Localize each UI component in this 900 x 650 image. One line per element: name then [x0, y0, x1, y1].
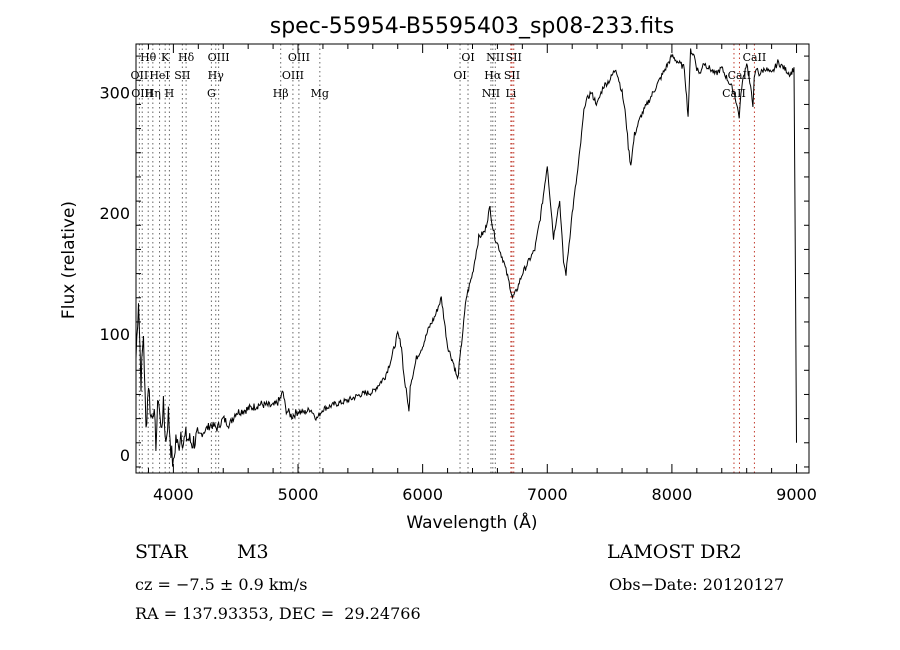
x-axis-label: Wavelength (Å) [406, 511, 537, 533]
y-tick-label: 200 [99, 204, 130, 223]
line-marker-label: OIII [131, 87, 153, 100]
line-marker-label: NII [482, 87, 500, 100]
object-class: STAR [135, 541, 188, 563]
coordinates: RA = 137.93353, DEC = 29.24766 [135, 604, 421, 623]
line-marker-label: NII [486, 51, 504, 64]
x-tick-label: 5000 [278, 485, 319, 504]
line-marker-label: SII [174, 69, 190, 82]
x-tick-label: 6000 [402, 485, 443, 504]
line-marker-label: Hθ [140, 51, 157, 64]
y-tick-label: 0 [120, 446, 130, 465]
line-marker-label: OIII [288, 51, 310, 64]
obs-date: Obs−Date: 20120127 [609, 575, 785, 594]
line-marker-label: SII [504, 69, 520, 82]
line-marker-label: OIII [282, 69, 304, 82]
x-tick-label: 9000 [776, 485, 817, 504]
survey-name: LAMOST DR2 [607, 541, 742, 563]
line-marker-label: OI [453, 69, 466, 82]
line-marker-label: SII [506, 51, 522, 64]
x-tick-label: 7000 [527, 485, 568, 504]
line-marker-label: G [207, 87, 216, 100]
line-marker-label: HeI [149, 69, 169, 82]
line-marker-label: CaII [728, 69, 752, 82]
line-marker-label: CaII [743, 51, 767, 64]
chart-title: spec-55954-B5595403_sp08-233.fits [270, 14, 675, 39]
line-marker-label: Hδ [178, 51, 195, 64]
line-marker-label: Hη [145, 87, 161, 100]
line-marker-label: Hγ [208, 69, 225, 82]
cz-value: cz = −7.5 ± 0.9 km/s [135, 575, 308, 594]
plot-frame [135, 43, 810, 474]
x-tick-label: 8000 [652, 485, 693, 504]
y-tick-label: 100 [99, 325, 130, 344]
line-marker-label: OI [461, 51, 474, 64]
x-tick-label: 4000 [153, 485, 194, 504]
line-marker-label: Mg [311, 87, 329, 100]
line-marker-label: Hα [484, 69, 502, 82]
line-marker-label: K [161, 51, 170, 64]
line-marker-label: OII [131, 69, 149, 82]
y-tick-label: 300 [99, 83, 130, 102]
spectral-subclass: M3 [237, 541, 269, 563]
spectrum-line [135, 48, 797, 467]
line-marker-label: Li [505, 87, 516, 100]
line-marker-label: H [165, 87, 175, 100]
line-marker-label: OIII [208, 51, 230, 64]
y-axis-label: Flux (relative) [59, 201, 79, 319]
line-marker-label: Hβ [273, 87, 289, 100]
